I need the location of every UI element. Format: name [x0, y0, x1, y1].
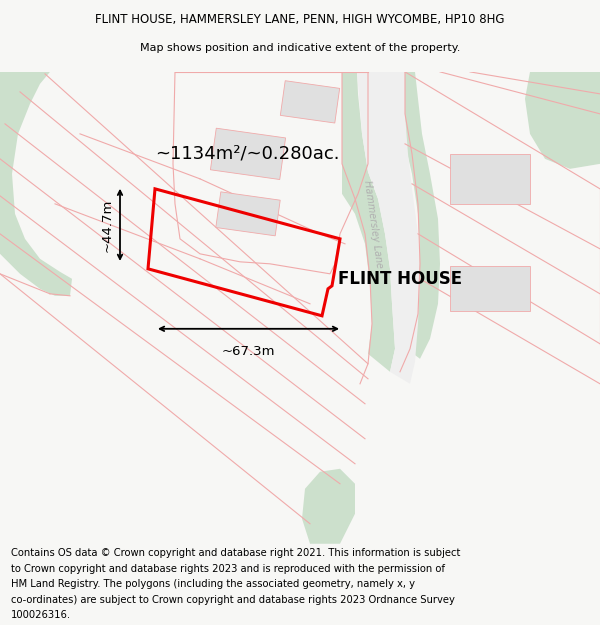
Text: Hammersley Lane: Hammersley Lane — [362, 179, 384, 268]
Text: FLINT HOUSE: FLINT HOUSE — [338, 270, 462, 288]
Polygon shape — [450, 266, 530, 311]
Polygon shape — [216, 192, 280, 236]
Text: Contains OS data © Crown copyright and database right 2021. This information is : Contains OS data © Crown copyright and d… — [11, 548, 460, 558]
Polygon shape — [302, 469, 355, 544]
Polygon shape — [0, 72, 72, 296]
Polygon shape — [211, 128, 286, 179]
Polygon shape — [525, 72, 600, 169]
Polygon shape — [450, 154, 530, 204]
Text: 100026316.: 100026316. — [11, 610, 71, 620]
Text: ~1134m²/~0.280ac.: ~1134m²/~0.280ac. — [155, 145, 340, 163]
Text: FLINT HOUSE, HAMMERSLEY LANE, PENN, HIGH WYCOMBE, HP10 8HG: FLINT HOUSE, HAMMERSLEY LANE, PENN, HIGH… — [95, 13, 505, 26]
Polygon shape — [342, 72, 395, 372]
Text: to Crown copyright and database rights 2023 and is reproduced with the permissio: to Crown copyright and database rights 2… — [11, 564, 445, 574]
Text: HM Land Registry. The polygons (including the associated geometry, namely x, y: HM Land Registry. The polygons (includin… — [11, 579, 415, 589]
Polygon shape — [400, 72, 440, 359]
Polygon shape — [280, 81, 340, 123]
Polygon shape — [342, 72, 420, 384]
Text: ~67.3m: ~67.3m — [222, 345, 275, 358]
Text: ~44.7m: ~44.7m — [101, 198, 114, 251]
Text: co-ordinates) are subject to Crown copyright and database rights 2023 Ordnance S: co-ordinates) are subject to Crown copyr… — [11, 594, 455, 604]
Text: Map shows position and indicative extent of the property.: Map shows position and indicative extent… — [140, 42, 460, 52]
